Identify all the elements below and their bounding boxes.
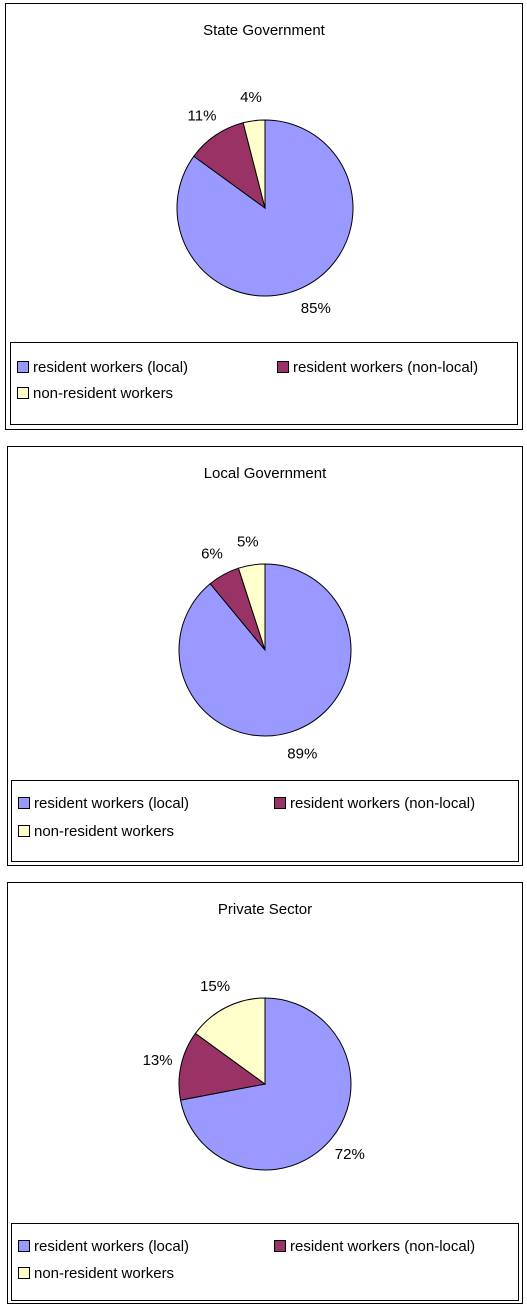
- legend-item-non-resident: non-resident workers: [18, 823, 174, 840]
- legend-swatch: [18, 797, 30, 809]
- legend-label: resident workers (non-local): [293, 359, 479, 376]
- legend-item-resident-non-local: resident workers (non-local): [274, 795, 475, 812]
- chart-title: Private Sector: [217, 901, 313, 918]
- pie-chart-local-government: 89% 6% 5%: [178, 533, 352, 763]
- chart-legend: resident workers (local) resident worker…: [10, 342, 518, 425]
- legend-swatch: [274, 797, 286, 809]
- legend-label: non-resident workers: [33, 385, 174, 402]
- data-label: 13%: [143, 1052, 173, 1069]
- data-label: 89%: [287, 746, 317, 763]
- legend-item-resident-local: resident workers (local): [18, 795, 189, 812]
- pie-chart-state-government: 85% 11% 4%: [176, 89, 354, 317]
- legend-label: resident workers (non-local): [290, 1238, 476, 1255]
- data-label: 15%: [200, 978, 230, 995]
- pie-chart-private-sector: 72% 13% 15%: [143, 978, 365, 1171]
- legend-swatch: [274, 1240, 286, 1252]
- slice-resident-non-local: [178, 1032, 267, 1101]
- chart-title: Local Government: [203, 465, 327, 482]
- data-label: 6%: [201, 546, 223, 563]
- chart-legend: resident workers (local) resident worker…: [11, 780, 519, 862]
- slice-non-resident: [242, 119, 266, 209]
- data-label: 5%: [237, 533, 259, 550]
- legend-swatch: [17, 387, 29, 399]
- legend-item-resident-non-local: resident workers (non-local): [277, 359, 478, 376]
- legend-item-resident-non-local: resident workers (non-local): [274, 1238, 475, 1255]
- legend-swatch: [17, 361, 29, 373]
- slice-non-resident: [194, 997, 266, 1085]
- data-label: 4%: [240, 89, 262, 106]
- legend-label: non-resident workers: [34, 1265, 175, 1282]
- legend-swatch: [18, 1267, 30, 1279]
- data-label: 72%: [335, 1146, 365, 1163]
- legend-swatch: [18, 825, 30, 837]
- slice-non-resident: [237, 563, 266, 651]
- legend-swatch: [277, 361, 289, 373]
- legend-label: resident workers (non-local): [290, 795, 476, 812]
- chart-panel-local-government: Local Government 89% 6% 5% resident worker…: [7, 446, 523, 866]
- slice-resident-local: [178, 563, 352, 737]
- data-label: 85%: [301, 300, 331, 317]
- legend-item-non-resident: non-resident workers: [18, 1265, 174, 1282]
- legend-item-resident-local: resident workers (local): [18, 1238, 189, 1255]
- legend-label: resident workers (local): [34, 1238, 190, 1255]
- data-label: 11%: [188, 107, 217, 124]
- legend-swatch: [18, 1240, 30, 1252]
- chart-panel-state-government: State Government 85% 11% 4% resident worke…: [5, 3, 523, 430]
- chart-panel-private-sector: Private Sector 72% 13% 15% resident worker…: [7, 882, 523, 1304]
- legend-label: non-resident workers: [34, 823, 175, 840]
- legend-label: resident workers (local): [33, 359, 189, 376]
- chart-title: State Government: [203, 22, 325, 39]
- chart-legend: resident workers (local) resident worker…: [11, 1223, 519, 1301]
- legend-item-non-resident: non-resident workers: [17, 385, 173, 402]
- legend-item-resident-local: resident workers (local): [17, 359, 188, 376]
- legend-label: resident workers (local): [34, 795, 190, 812]
